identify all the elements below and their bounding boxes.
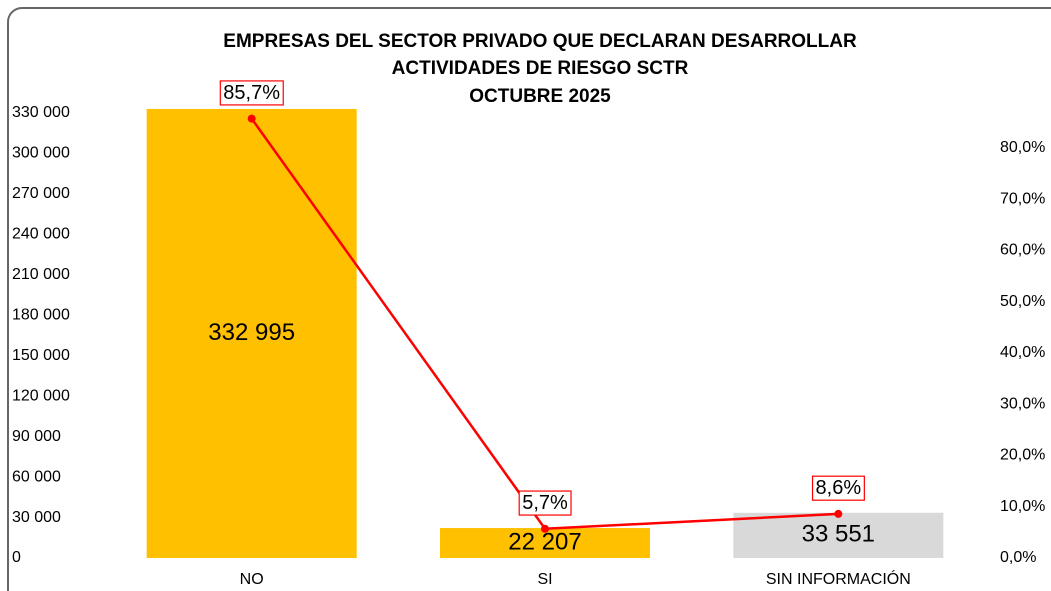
y-tick-label: 270 000	[12, 185, 70, 202]
bar-value-label: 332 995	[208, 319, 295, 346]
x-tick-label: SI	[537, 571, 552, 588]
y-tick-label: 120 000	[12, 387, 70, 404]
chart-title: ACTIVIDADES DE RIESGO SCTR	[392, 58, 689, 79]
bar	[733, 512, 944, 558]
y-tick-label: 60 000	[12, 468, 61, 485]
y-tick-label: 330 000	[12, 104, 70, 121]
y2-tick-label: 10,0%	[1000, 498, 1045, 515]
line-value-label: 85,7%	[223, 82, 280, 104]
line-value-label: 8,6%	[816, 477, 862, 499]
data-label-box	[811, 475, 865, 501]
y-tick-label: 240 000	[12, 226, 70, 243]
bar	[440, 528, 650, 558]
x-tick-label: SIN INFORMACIÓN	[766, 569, 911, 588]
y2-tick-label: 60,0%	[1000, 242, 1045, 259]
chart-title: EMPRESAS DEL SECTOR PRIVADO QUE DECLARAN…	[223, 31, 857, 52]
y2-tick-label: 30,0%	[1000, 395, 1045, 412]
line-value-label: 5,7%	[522, 492, 568, 514]
y2-tick-label: 70,0%	[1000, 190, 1045, 207]
y2-tick-label: 40,0%	[1000, 344, 1045, 361]
y2-tick-label: 20,0%	[1000, 447, 1045, 464]
y-tick-label: 150 000	[12, 347, 70, 364]
y-tick-label: 210 000	[12, 266, 70, 283]
y-tick-label: 90 000	[12, 428, 61, 445]
y2-tick-label: 80,0%	[1000, 139, 1045, 156]
line-point	[541, 524, 549, 533]
y-tick-label: 180 000	[12, 306, 70, 323]
bar	[146, 108, 357, 558]
y-tick-label: 30 000	[12, 509, 61, 526]
line-point	[834, 509, 843, 518]
y-tick-label: 300 000	[12, 145, 70, 162]
data-label-box	[219, 80, 284, 106]
bar-value-label: 33 551	[802, 521, 875, 548]
chart-title: OCTUBRE 2025	[469, 86, 611, 107]
y-tick-label: 0	[12, 549, 21, 566]
line-point	[247, 114, 256, 123]
y2-tick-label: 0,0%	[1000, 549, 1036, 566]
x-tick-label: NO	[240, 571, 264, 588]
data-label-box	[518, 490, 572, 516]
y2-tick-label: 50,0%	[1000, 293, 1045, 310]
bar-value-label: 22 207	[508, 528, 581, 555]
